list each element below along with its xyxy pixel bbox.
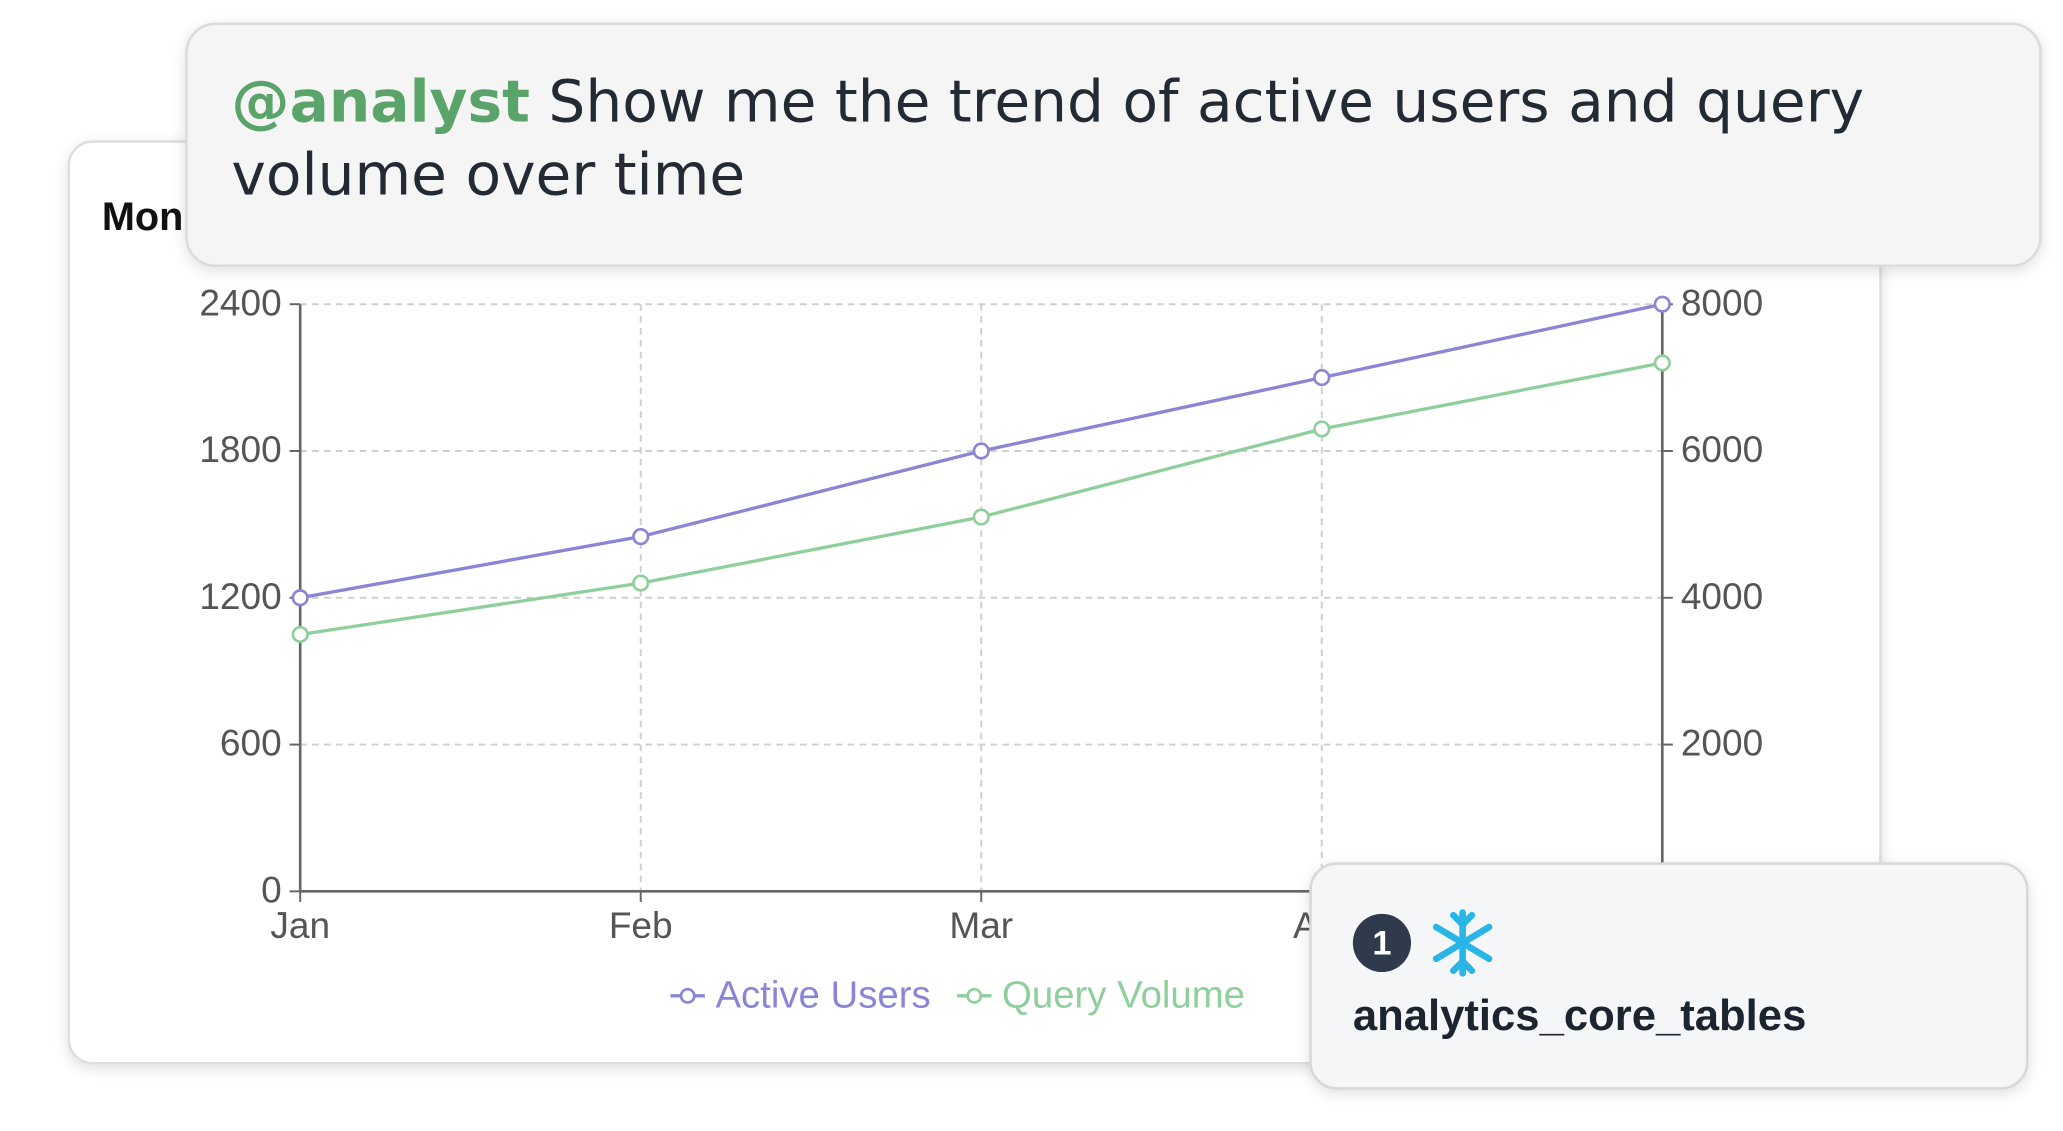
source-name: analytics_core_tables	[1353, 991, 1806, 1040]
prompt-bubble: @analyst Show me the trend of active use…	[185, 22, 2042, 268]
bubble-bg	[185, 22, 2042, 268]
x-tick-label: Feb	[609, 904, 673, 946]
x-tick-label: Mar	[949, 904, 1013, 946]
point	[1653, 295, 1671, 313]
y-tick-label: 1200	[199, 575, 281, 617]
legend-marker	[679, 987, 696, 1004]
point	[1313, 368, 1331, 387]
badge-number: 1	[1372, 925, 1391, 963]
point	[1313, 420, 1331, 438]
point	[291, 625, 309, 644]
snowflake-icon	[1432, 909, 1493, 977]
source-card[interactable]: 1 analytics_core_tables	[1309, 862, 2029, 1090]
legend-marker	[966, 987, 983, 1004]
y2-tick-label: 4000	[1681, 575, 1763, 617]
y-tick-label: 1800	[199, 428, 281, 470]
source-card-bg	[1309, 862, 2029, 1090]
point	[972, 442, 990, 460]
y2-tick-label: 6000	[1681, 428, 1763, 470]
prompt-text: @analyst Show me the trend of active use…	[231, 66, 2003, 211]
point	[291, 589, 309, 607]
mention: @analyst	[231, 68, 530, 137]
legend-label: Query Volume	[1002, 973, 1245, 1016]
point	[1653, 354, 1671, 372]
y2-tick-label: 8000	[1681, 281, 1763, 323]
y-tick-label: 600	[220, 722, 282, 764]
y2-tick-label: 2000	[1681, 722, 1763, 764]
message: Show me the trend of active users and qu…	[231, 68, 1865, 209]
x-tick-label: Jan	[270, 904, 330, 946]
point	[632, 574, 650, 592]
chart-title: Mon	[102, 195, 183, 239]
legend-label: Active Users	[715, 973, 930, 1016]
point	[632, 528, 650, 546]
prompt-text-box: @analyst Show me the trend of active use…	[231, 66, 2003, 211]
point	[972, 508, 990, 526]
y-tick-label: 0	[261, 868, 282, 910]
y-tick-label: 2400	[199, 281, 281, 323]
badge	[1352, 913, 1412, 973]
